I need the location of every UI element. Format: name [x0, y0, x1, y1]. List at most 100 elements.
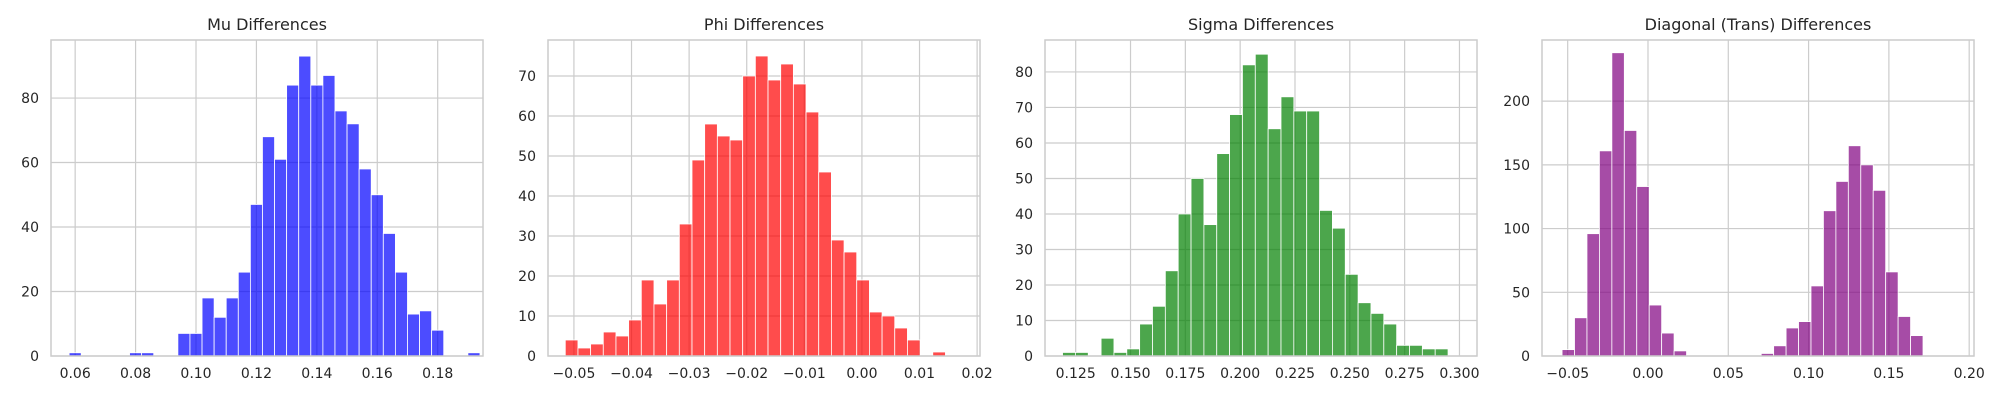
- mu-differences-title: Mu Differences: [207, 15, 327, 34]
- y-tick-label: 200: [1503, 94, 1530, 110]
- histogram-bar: [201, 297, 215, 357]
- y-tick-label: 150: [1503, 158, 1530, 174]
- histogram-bar: [310, 84, 324, 357]
- y-tick-label: 100: [1503, 222, 1530, 238]
- histogram-bar: [1785, 327, 1799, 357]
- histogram-bar: [1306, 110, 1320, 357]
- x-tick-label: −0.05: [1546, 366, 1589, 382]
- y-tick-label: 30: [518, 229, 536, 245]
- histogram-bar: [382, 233, 396, 357]
- x-tick-label: 0.01: [904, 366, 935, 382]
- histogram-bar: [704, 123, 718, 357]
- histogram-bar: [1885, 271, 1899, 357]
- y-tick-label: 30: [1015, 242, 1033, 258]
- histogram-bar: [1897, 316, 1911, 357]
- histogram-bar: [653, 303, 668, 357]
- histogram-bar: [322, 75, 336, 357]
- histogram-bar: [286, 84, 300, 357]
- y-tick-label: 20: [21, 285, 39, 301]
- histogram-bar: [907, 339, 921, 357]
- y-tick-labels: 0 10 20 30 40 50 60 70: [518, 69, 536, 365]
- x-tick-label: 0.06: [60, 366, 91, 382]
- y-tick-label: 50: [1015, 171, 1033, 187]
- histogram-bar: [237, 271, 251, 357]
- histogram-bar: [881, 315, 896, 357]
- y-tick-labels: 0 20 40 60 80: [21, 91, 39, 365]
- y-tick-label: 50: [518, 149, 536, 165]
- histogram-bar: [1267, 128, 1282, 357]
- x-tick-label: 0.275: [1385, 366, 1425, 382]
- histogram-bar: [1332, 227, 1346, 357]
- histogram-bar: [346, 123, 360, 357]
- histogram-bar: [431, 329, 445, 357]
- y-tick-label: 40: [518, 189, 536, 205]
- x-tick-label: 0.18: [422, 366, 453, 382]
- histogram-bar: [225, 297, 239, 357]
- axes-frame: [1541, 39, 1975, 357]
- x-tick-label: 0.15: [1873, 366, 1904, 382]
- histogram-bar: [1574, 317, 1588, 357]
- histogram-bar: [419, 310, 433, 357]
- histogram-bar: [1152, 305, 1166, 357]
- x-tick-label: 0.150: [1110, 366, 1150, 382]
- histogram-bars: [1561, 52, 1924, 357]
- histogram-bar: [1561, 349, 1575, 357]
- x-tick-label: 0.05: [1713, 366, 1744, 382]
- y-tick-label: 0: [30, 349, 39, 365]
- x-tick-label: 0.225: [1275, 366, 1315, 382]
- x-tick-label: 0.02: [962, 366, 993, 382]
- histogram-bar: [691, 159, 706, 357]
- histogram-bar: [1823, 210, 1837, 357]
- histogram-bar: [1357, 302, 1372, 357]
- x-tick-labels: 0.125 0.150 0.175 0.200 0.225 0.250 0.275 0.300: [1056, 366, 1480, 382]
- y-tick-label: 20: [1015, 278, 1033, 294]
- histogram-bar: [767, 79, 782, 357]
- histogram-bar: [1586, 233, 1600, 357]
- histogram-bar: [1319, 210, 1333, 357]
- histogram-bar: [1396, 344, 1410, 357]
- histogram-bar: [856, 279, 870, 357]
- histogram-bar: [1344, 273, 1359, 357]
- x-tick-label: −0.04: [610, 366, 653, 382]
- histogram-bar: [1100, 337, 1115, 357]
- x-tick-label: 0.10: [180, 366, 211, 382]
- histogram-bar: [1910, 335, 1924, 357]
- sigma-differences-panel: Sigma Differences 0.125 0.150 0.175 0.200 0.…: [1015, 15, 1479, 382]
- y-tick-label: 60: [1015, 136, 1033, 152]
- histogram-bar: [1798, 321, 1812, 357]
- y-tick-label: 80: [21, 91, 39, 107]
- histogram-bar: [678, 223, 693, 357]
- histogram-bar: [1872, 189, 1887, 357]
- histogram-bar: [1636, 186, 1650, 357]
- y-tick-label: 60: [518, 109, 536, 125]
- axes-frame: [50, 39, 484, 357]
- histogram-bar: [615, 335, 630, 357]
- histogram-bar: [1673, 350, 1687, 357]
- x-tick-label: −0.02: [725, 366, 768, 382]
- histogram-bar: [1383, 323, 1398, 357]
- histogram-bar: [716, 135, 731, 357]
- y-tick-label: 0: [527, 349, 536, 365]
- histogram-bar: [1623, 130, 1638, 357]
- x-tick-label: 0.10: [1793, 366, 1824, 382]
- x-tick-label: −0.01: [783, 366, 826, 382]
- histogram-bar: [1434, 348, 1449, 357]
- histogram-bar: [213, 316, 227, 357]
- histogram-bar: [249, 204, 263, 357]
- y-tick-labels: 0 10 20 30 40 50 60 70 80: [1015, 65, 1033, 365]
- histogram-bar: [262, 136, 275, 357]
- histogram-bar: [1409, 344, 1423, 357]
- y-tick-label: 50: [1512, 285, 1530, 301]
- x-tick-label: 0.200: [1220, 366, 1260, 382]
- y-tick-label: 10: [518, 309, 536, 325]
- histogram-bar: [1847, 145, 1862, 357]
- histogram-bar: [394, 271, 408, 357]
- histogram-bar: [1280, 96, 1295, 357]
- histogram-bar: [1648, 304, 1663, 357]
- histogram-bar: [1293, 110, 1308, 357]
- histogram-bar: [189, 333, 203, 357]
- axes-frame: [547, 39, 981, 357]
- histogram-bar: [869, 311, 883, 357]
- histogram-bar: [1611, 52, 1625, 357]
- y-tick-label: 80: [1015, 65, 1033, 81]
